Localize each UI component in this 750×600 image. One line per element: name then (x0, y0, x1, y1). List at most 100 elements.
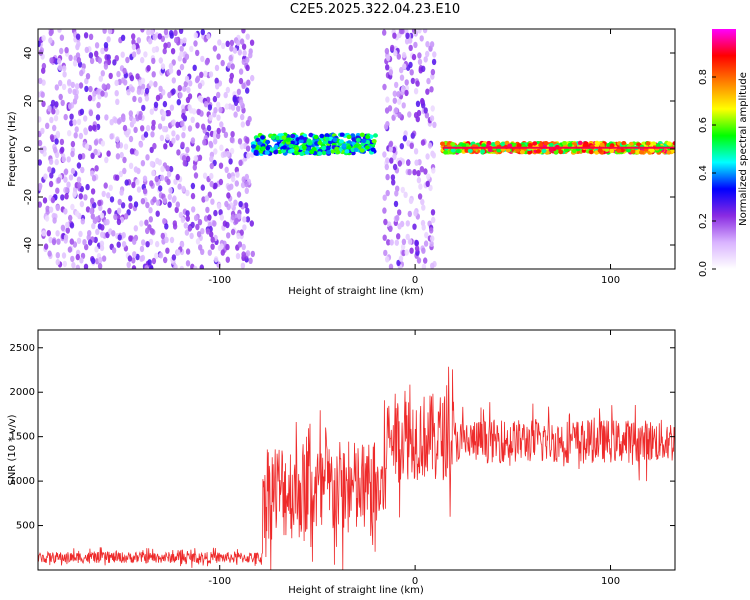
noise-cell (417, 52, 422, 59)
noise-cell (173, 263, 178, 269)
noise-cell (404, 79, 409, 86)
noise-cell (38, 139, 43, 147)
signal-cell (332, 137, 338, 142)
noise-cell (179, 241, 185, 248)
noise-cell (129, 148, 135, 155)
noise-cell (183, 80, 188, 88)
noise-cell (245, 207, 250, 214)
noise-cell (154, 175, 159, 183)
noise-cell (151, 71, 156, 78)
noise-cell (400, 85, 406, 93)
signal-cell (538, 142, 544, 148)
noise-cell (208, 71, 214, 78)
signal-cell (359, 132, 365, 137)
noise-cell (141, 104, 146, 112)
noise-cell (126, 89, 131, 96)
noise-cell (193, 214, 199, 222)
noise-cell (149, 108, 154, 115)
noise-cell (216, 114, 221, 121)
noise-cell (140, 83, 146, 90)
noise-cell (185, 248, 191, 255)
noise-cell (175, 134, 180, 141)
signal-cell (588, 149, 594, 155)
noise-cell (88, 125, 93, 132)
noise-cell (429, 86, 434, 93)
noise-cell (207, 249, 212, 256)
signal-cell (254, 145, 260, 151)
noise-cell (206, 124, 212, 132)
noise-cell (72, 119, 77, 126)
noise-cell (116, 118, 122, 125)
noise-cell (100, 47, 105, 55)
noise-cell (185, 96, 191, 104)
noise-cell (239, 38, 245, 45)
signal-cell (567, 142, 573, 148)
noise-cell (236, 105, 241, 112)
noise-cell (425, 180, 430, 188)
noise-cell (189, 232, 194, 240)
noise-cell (413, 30, 418, 37)
noise-cell (404, 84, 410, 92)
noise-cell (178, 29, 184, 34)
noise-cell (162, 47, 167, 55)
noise-cell (207, 191, 212, 198)
noise-cell (148, 80, 154, 87)
signal-cell (450, 148, 456, 153)
signal-cell (321, 145, 327, 151)
noise-cell (250, 250, 255, 258)
noise-cell (187, 125, 193, 132)
noise-cell (126, 261, 131, 268)
snr-xtick-label: -100 (208, 576, 231, 587)
noise-cell (429, 41, 435, 48)
signal-cell (373, 133, 378, 138)
noise-cell (175, 173, 180, 181)
noise-cell (419, 35, 424, 42)
noise-cell (97, 199, 102, 207)
noise-cell (225, 221, 230, 229)
noise-cell (421, 224, 426, 231)
noise-cell (218, 209, 223, 216)
noise-cell (88, 52, 94, 59)
signal-cell (319, 133, 325, 139)
noise-cell (382, 29, 387, 36)
noise-cell (420, 198, 425, 206)
signal-cell (289, 143, 294, 149)
noise-cell (179, 51, 184, 58)
noise-cell (70, 167, 76, 175)
noise-cell (421, 204, 426, 211)
noise-cell (181, 185, 186, 193)
noise-cell (168, 67, 174, 74)
noise-cell (139, 255, 144, 262)
noise-cell (200, 184, 205, 191)
noise-cell (219, 214, 224, 221)
noise-cell (382, 194, 387, 201)
noise-cell (79, 200, 85, 208)
noise-cell (400, 243, 406, 251)
noise-cell (83, 115, 88, 122)
signal-cell (649, 148, 655, 153)
noise-cell (121, 241, 127, 248)
noise-cell (225, 256, 230, 263)
signal-cell (353, 143, 359, 149)
noise-cell (382, 151, 387, 158)
noise-cell (226, 192, 231, 199)
signal-cell (443, 150, 449, 155)
noise-cell (73, 132, 78, 139)
noise-cell (209, 142, 214, 149)
noise-cell (76, 118, 82, 126)
noise-cell (135, 178, 140, 186)
noise-cell (130, 86, 135, 93)
noise-cell (193, 40, 198, 47)
noise-cell (54, 158, 59, 166)
noise-cell (55, 187, 60, 194)
colorbar-gradient (712, 29, 736, 269)
noise-cell (426, 77, 431, 85)
noise-cell (218, 162, 224, 169)
noise-cell (186, 86, 191, 94)
noise-cell (68, 174, 74, 181)
noise-cell (106, 192, 111, 199)
signal-cell (324, 133, 330, 138)
noise-cell (209, 180, 214, 188)
noise-cell (113, 117, 118, 124)
signal-cell (571, 148, 577, 154)
